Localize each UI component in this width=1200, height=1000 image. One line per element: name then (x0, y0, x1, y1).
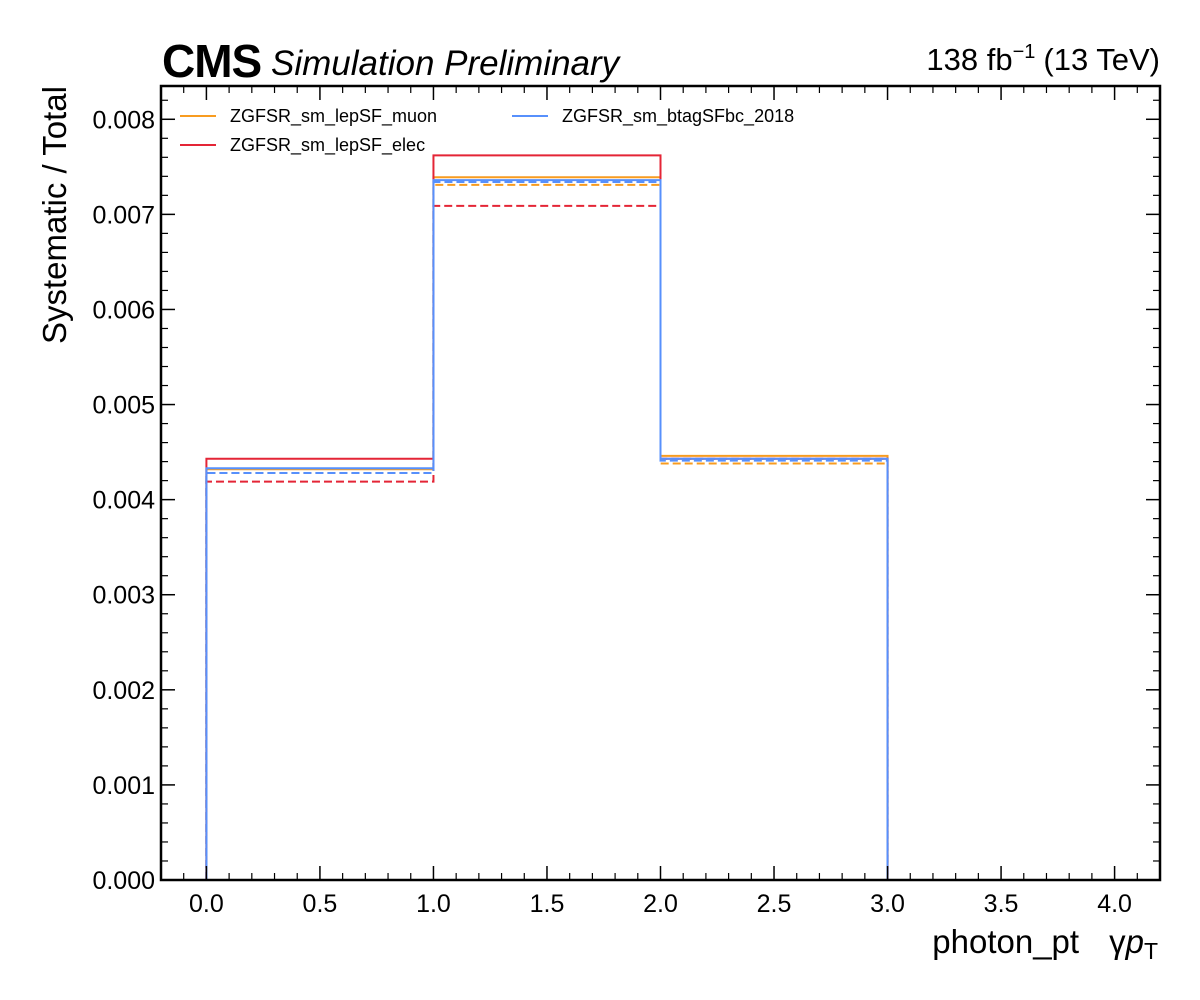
x-tick-label: 4.0 (1097, 890, 1132, 918)
y-tick-label: 0.008 (92, 106, 155, 134)
y-tick-label: 0.007 (92, 201, 155, 229)
series-layer (205, 154, 889, 880)
series-zgfsr-sm-lepsf-muon-down (205, 183, 889, 880)
y-tick-label: 0.000 (92, 867, 155, 895)
x-tick-label: 2.5 (757, 890, 792, 918)
lumi-value: 138 fb (926, 42, 1012, 77)
y-tick-label: 0.001 (92, 772, 155, 800)
x-axis-label-main: photon_pt (932, 923, 1079, 960)
x-axis-label-p: p (1125, 923, 1144, 960)
ticks-layer: 0.0 0.5 1.0 1.5 2.0 2.5 3.0 3.5 4.0 0.000 0.001 0.0… (92, 86, 1160, 918)
cms-label: CMS (162, 35, 261, 87)
legend-label: ZGFSR_sm_btagSFbc_2018 (562, 106, 794, 127)
y-tick-label: 0.004 (92, 487, 155, 515)
y-tick-label: 0.005 (92, 392, 155, 420)
x-axis-label-gamma: γ (1109, 923, 1126, 960)
legend-label: ZGFSR_sm_lepSF_muon (230, 106, 437, 127)
x-tick-label: 0.0 (189, 890, 224, 918)
x-tick-label: 1.0 (416, 890, 451, 918)
series-zgfsr-sm-btagsfbc-2018-down (205, 181, 889, 880)
legend-label: ZGFSR_sm_lepSF_elec (230, 135, 425, 156)
y-axis-label: Systematic / Total (36, 86, 73, 344)
series-zgfsr-sm-lepsf-elec-up (205, 154, 889, 880)
x-tick-label: 3.5 (984, 890, 1019, 918)
x-tick-label: 3.0 (870, 890, 905, 918)
lumi-energy: (13 TeV) (1043, 42, 1160, 77)
y-tick-label: 0.003 (92, 582, 155, 610)
lumi-exponent: −1 (1013, 41, 1036, 63)
y-tick-label: 0.002 (92, 677, 155, 705)
status-label: Simulation Preliminary (271, 44, 622, 83)
x-axis-label: photon_pt γpT (932, 923, 1158, 964)
legend: ZGFSR_sm_lepSF_muon ZGFSR_sm_lepSF_elec ZG… (180, 106, 794, 156)
x-tick-label: 0.5 (303, 890, 338, 918)
y-tick-label: 0.006 (92, 296, 155, 324)
x-tick-label: 1.5 (530, 890, 565, 918)
lumi-label: 138 fb−1 (13 TeV) (926, 41, 1160, 77)
series-zgfsr-sm-lepsf-muon-up (205, 176, 889, 880)
plot-frame (159, 84, 1162, 882)
x-tick-label: 2.0 (643, 890, 678, 918)
series-zgfsr-sm-btagsfbc-2018-up (205, 179, 889, 880)
series-zgfsr-sm-lepsf-elec-down (205, 204, 889, 880)
x-axis-label-sub: T (1144, 938, 1158, 964)
